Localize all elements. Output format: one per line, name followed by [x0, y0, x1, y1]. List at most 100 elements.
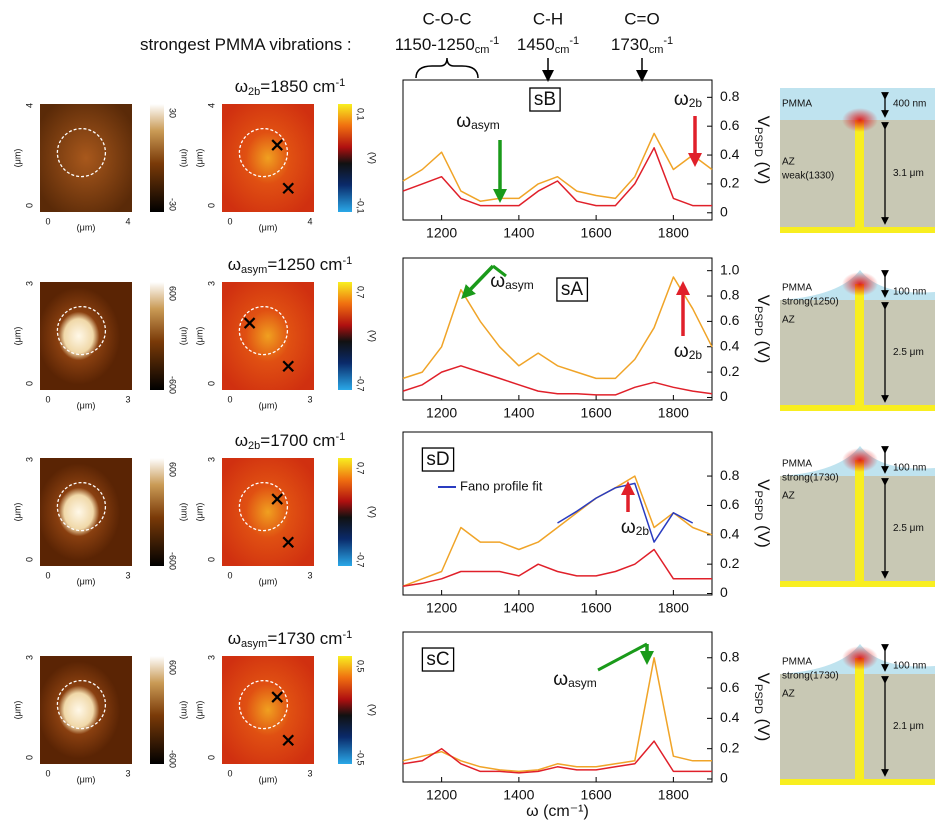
- map-tick: 0: [227, 394, 232, 404]
- spectrum-line: [403, 476, 712, 586]
- y-tick-label: 0.8: [720, 467, 740, 483]
- map-tick: 3: [24, 281, 34, 286]
- map-tick: 0: [24, 755, 34, 760]
- y-axis-label-part: PSPD: [752, 490, 764, 520]
- y-axis-label-part: V: [754, 295, 773, 307]
- colorbar: [338, 104, 352, 212]
- header-prefix-part: strongest PMMA vibrations :: [140, 35, 352, 54]
- colorbar-label: -0,1: [356, 198, 366, 214]
- map-title-part: -1: [342, 255, 352, 267]
- map-title-part: -1: [342, 629, 352, 641]
- y-axis-label-part: PSPD: [752, 127, 764, 157]
- map-tick: 4: [307, 216, 312, 226]
- map-title-part: =1250 cm: [267, 255, 342, 274]
- y-tick-label: 1.0: [720, 261, 740, 277]
- legend-label: Fano profile fit: [460, 478, 543, 493]
- colorbar-label: 0,7: [356, 462, 366, 475]
- annotation-label-part: asym: [471, 118, 500, 132]
- map-title-part: ω: [228, 255, 241, 274]
- y-axis-label: VPSPD (V): [752, 295, 772, 364]
- y-axis-label-part: PSPD: [752, 684, 764, 714]
- band-name: C-O-C: [422, 9, 471, 28]
- map-title-part: -1: [335, 431, 345, 443]
- hotspot: [842, 108, 878, 132]
- map-tick: 0: [24, 381, 34, 386]
- y-tick-label: 0.6: [720, 117, 740, 133]
- map-tick: 3: [307, 768, 312, 778]
- sample-label: sB: [534, 89, 556, 110]
- y-axis-label-part: V: [754, 116, 773, 128]
- map-axis-unit: (μm): [77, 774, 96, 784]
- map-tick: 3: [125, 570, 130, 580]
- y-tick-label: 0.4: [720, 337, 740, 353]
- hotspot: [842, 272, 878, 296]
- map-tick: 4: [125, 216, 130, 226]
- top-layer-label: PMMA: [782, 657, 812, 668]
- y-tick-label: 0: [720, 584, 728, 600]
- map-axis-unit: (μm): [77, 222, 96, 232]
- band-name: C-H: [533, 9, 563, 28]
- map-tick: 3: [125, 394, 130, 404]
- annotation-line: [598, 644, 647, 670]
- band-value-part: cm: [649, 44, 664, 56]
- spectrum-line: [403, 366, 712, 395]
- map-axis-unit: (μm): [194, 503, 204, 522]
- annotation-label-part: ω: [456, 111, 471, 132]
- bottom-layer-label: AZ: [782, 689, 795, 700]
- top-layer-label: PMMA: [782, 283, 812, 294]
- map-tick: 0: [24, 203, 34, 208]
- map-tick: 3: [307, 394, 312, 404]
- annotation-label-part: ω: [674, 341, 689, 362]
- colorbar-label: 600: [168, 462, 178, 477]
- map-title: ω2b=1700 cm-1: [235, 431, 345, 452]
- colorbar: [338, 458, 352, 566]
- x-tick-label: 1400: [503, 405, 534, 421]
- bottom-thickness: 2.1 μm: [893, 721, 924, 732]
- sample-label: sA: [561, 279, 584, 300]
- map-tick: 3: [24, 457, 34, 462]
- y-axis-label-part: (V): [754, 157, 773, 184]
- annotation-label-part: 2b: [689, 348, 703, 362]
- y-axis-label: VPSPD (V): [752, 673, 772, 742]
- x-tick-label: 1800: [658, 787, 689, 803]
- pillar: [855, 120, 864, 227]
- map-axis-unit: (μm): [194, 327, 204, 346]
- mode-label: strong(1730): [782, 671, 839, 682]
- map-axis-unit: (μm): [12, 149, 22, 168]
- map-axis-unit: (μm): [77, 576, 96, 586]
- spectrum-line: [403, 133, 712, 201]
- map-tick: 3: [206, 457, 216, 462]
- annotation-label-part: 2b: [636, 524, 650, 538]
- band-value-part: 1150-1250: [395, 35, 475, 54]
- substrate: [780, 405, 935, 411]
- y-tick-label: 0.2: [720, 739, 740, 755]
- band-value-part: 1730: [611, 35, 649, 54]
- colorbar-label: -0,7: [356, 552, 366, 568]
- y-tick-label: 0.8: [720, 648, 740, 664]
- hotspot: [842, 448, 878, 472]
- substrate: [780, 227, 935, 233]
- map-title-part: ω: [235, 77, 248, 96]
- top-thickness: 100 nm: [893, 463, 926, 474]
- band-value-part: cm: [555, 44, 570, 56]
- x-tick-label: 1600: [581, 405, 612, 421]
- colorbar-label: 600: [168, 660, 178, 675]
- colorbar-unit: (V): [368, 152, 378, 164]
- annotation-label-part: ω: [553, 669, 568, 690]
- y-tick-label: 0: [720, 388, 728, 404]
- map-tick: 0: [227, 570, 232, 580]
- map-title-part: asym: [241, 638, 267, 650]
- bottom-layer-label: AZ: [782, 315, 795, 326]
- x-axis-label: ω (cm⁻¹): [526, 803, 589, 820]
- map-image: [40, 282, 132, 390]
- mode-label: weak(1330): [781, 171, 834, 182]
- pillar: [855, 460, 864, 581]
- annotation-label-part: asym: [568, 676, 597, 690]
- map-title: ω2b=1850 cm-1: [235, 77, 345, 98]
- colorbar-label: 0,5: [356, 660, 366, 673]
- y-tick-label: 0.2: [720, 363, 740, 379]
- colorbar: [150, 104, 164, 212]
- annotation-label: ω2b: [674, 89, 703, 110]
- y-axis-label-part: (V): [754, 714, 773, 741]
- colorbar-label: -600: [168, 552, 178, 570]
